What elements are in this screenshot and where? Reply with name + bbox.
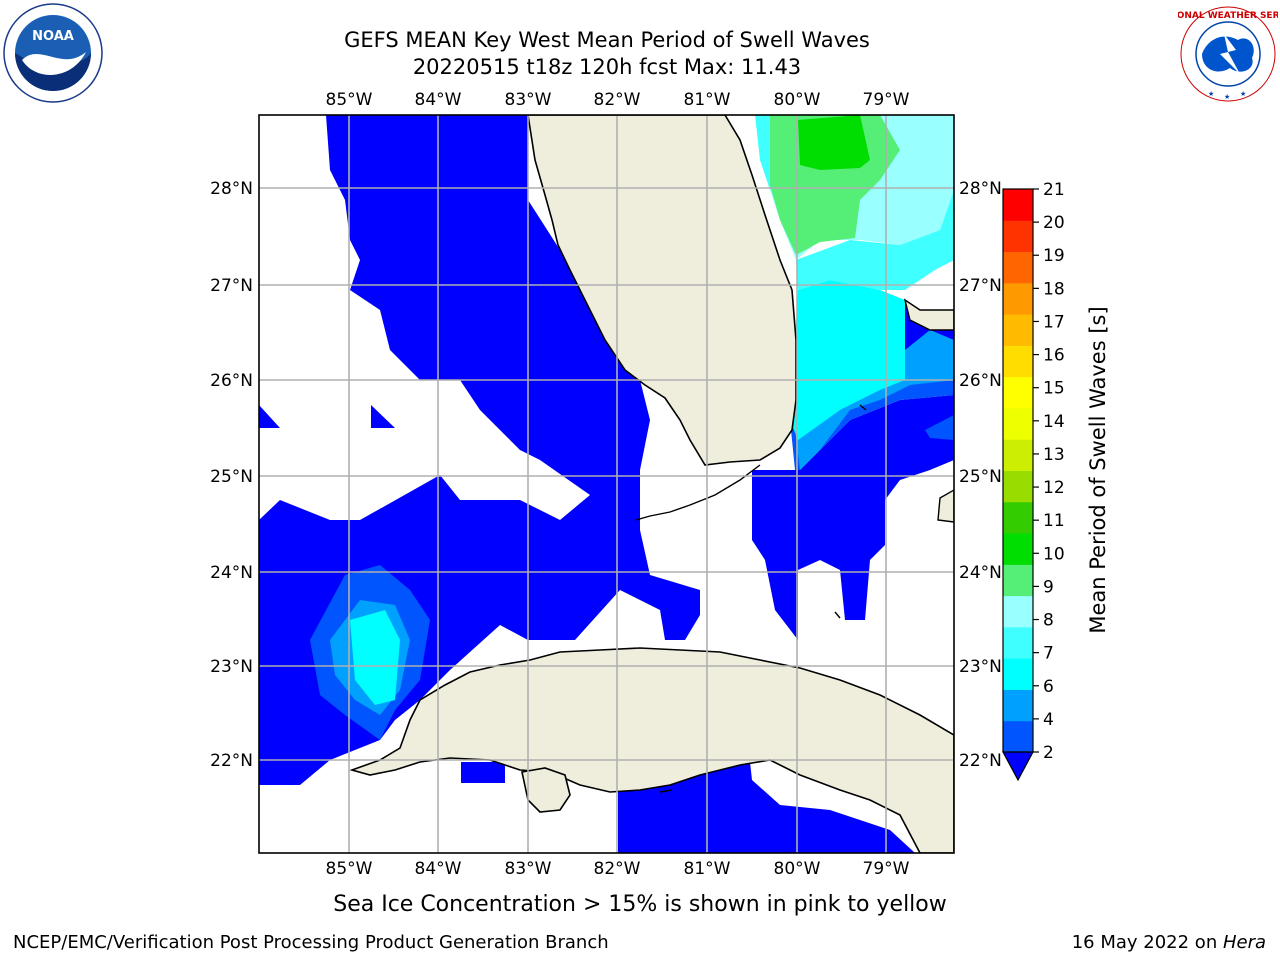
colorbar-tick-label: 4	[1043, 710, 1054, 730]
lat-label: 25°N	[210, 467, 253, 487]
colorbar-tick-label: 15	[1043, 379, 1065, 399]
colorbar-tick-label: 17	[1043, 312, 1065, 332]
map-frame	[258, 114, 955, 854]
colorbar-segment	[1003, 689, 1033, 722]
colorbar-segment	[1003, 407, 1033, 440]
colorbar-tick-label: 11	[1043, 511, 1065, 531]
lat-label: 28°N	[959, 179, 1002, 199]
lat-label: 22°N	[959, 751, 1002, 771]
lon-label: 84°W	[415, 859, 462, 879]
colorbar-tick-label: 13	[1043, 445, 1065, 465]
colorbar-label: Mean Period of Swell Waves [s]	[1086, 306, 1110, 633]
colorbar-segment	[1003, 439, 1033, 471]
colorbar-tick-label: 10	[1043, 544, 1065, 564]
lon-label: 79°W	[863, 90, 910, 110]
lat-labels-left: 28°N 27°N 26°N 25°N 24°N 23°N 22°N	[210, 179, 253, 771]
lat-labels-right: 28°N 27°N 26°N 25°N 24°N 23°N 22°N	[959, 179, 1002, 771]
colorbar-segment	[1003, 251, 1033, 284]
svg-text:★: ★	[1208, 90, 1214, 98]
lon-label: 82°W	[594, 859, 641, 879]
lat-label: 26°N	[210, 371, 253, 391]
lon-labels-top: 85°W 84°W 83°W 82°W 81°W 80°W 79°W	[326, 90, 910, 110]
nws-logo: NATIONAL WEATHER SERVICE ★ ★ ★	[1178, 6, 1278, 102]
colorbar-segment	[1003, 220, 1033, 253]
lon-label: 82°W	[594, 90, 641, 110]
colorbar-segment	[1003, 189, 1033, 221]
colorbar-tick-label: 20	[1043, 213, 1065, 233]
land-andros	[937, 489, 954, 523]
lon-label: 85°W	[326, 90, 373, 110]
colorbar-segment	[1003, 658, 1033, 690]
noaa-logo: NOAA	[3, 3, 103, 103]
colorbar-tick-label: 19	[1043, 246, 1065, 266]
swell-period-band-6-7	[350, 280, 905, 705]
colorbar-segment	[1003, 626, 1033, 659]
colorbar: 2 4 6 7 8 9 10 11 12 13 14 15 16 17 18 19 20 21	[1001, 180, 1065, 782]
map-canvas	[259, 115, 954, 853]
swell-period-band-10-11	[798, 115, 870, 170]
land-keys	[635, 464, 761, 521]
lat-label: 24°N	[959, 563, 1002, 583]
colorbar-segment	[1003, 501, 1033, 534]
colorbar-segment	[1003, 720, 1033, 753]
lon-label: 84°W	[415, 90, 462, 110]
colorbar-under-arrow	[1001, 751, 1035, 782]
colorbar-segment	[1003, 314, 1033, 346]
colorbar-segment	[1003, 376, 1033, 409]
lon-label: 81°W	[684, 859, 731, 879]
colorbar-tick-label: 14	[1043, 412, 1065, 432]
lon-label: 83°W	[505, 90, 552, 110]
land-isla-juventud	[521, 767, 571, 813]
colorbar-segment	[1003, 564, 1033, 597]
colorbar-tick-label: 6	[1043, 677, 1054, 697]
colorbar-segment	[1003, 595, 1033, 628]
footer-date-text: 16 May 2022 on	[1071, 932, 1223, 953]
sea-ice-note: Sea Ice Concentration > 15% is shown in …	[333, 892, 947, 917]
footer-date: 16 May 2022 on Hera	[1072, 932, 1266, 953]
lat-label: 23°N	[210, 657, 253, 677]
colorbar-tick-label: 18	[1043, 279, 1065, 299]
colorbar-tick-label: 12	[1043, 478, 1065, 498]
lat-label: 22°N	[210, 751, 253, 771]
colorbar-segment	[1003, 282, 1033, 315]
colorbar-tick-label: 21	[1043, 180, 1065, 200]
footer-branch: NCEP/EMC/Verification Post Processing Pr…	[13, 932, 609, 953]
lat-label: 24°N	[210, 563, 253, 583]
graticule	[259, 115, 954, 853]
footer-host: Hera	[1222, 932, 1266, 953]
map-subtitle: 20220515 t18z 120h fcst Max: 11.43	[412, 55, 802, 79]
map-title: GEFS MEAN Key West Mean Period of Swell …	[344, 28, 870, 52]
land-florida	[527, 115, 797, 466]
lat-label: 27°N	[210, 276, 253, 296]
lon-label: 80°W	[774, 90, 821, 110]
colorbar-segment	[1003, 533, 1033, 565]
lon-label: 83°W	[505, 859, 552, 879]
lat-label: 23°N	[959, 657, 1002, 677]
colorbar-segment	[1003, 345, 1033, 378]
nws-logo-text: NATIONAL WEATHER SERVICE	[1178, 11, 1278, 21]
colorbar-tick-label: 2	[1043, 743, 1054, 763]
lat-label: 27°N	[959, 276, 1002, 296]
lon-label: 81°W	[684, 90, 731, 110]
lon-label: 79°W	[863, 859, 910, 879]
land-bahamas	[903, 298, 954, 331]
lat-label: 25°N	[959, 467, 1002, 487]
lon-label: 80°W	[774, 859, 821, 879]
lat-label: 28°N	[210, 179, 253, 199]
svg-text:★: ★	[1224, 93, 1230, 101]
colorbar-tick-label: 9	[1043, 577, 1054, 597]
colorbar-tick-label: 16	[1043, 346, 1065, 366]
lon-labels-bottom: 85°W 84°W 83°W 82°W 81°W 80°W 79°W	[326, 859, 910, 879]
svg-text:★: ★	[1240, 90, 1246, 98]
noaa-logo-text: NOAA	[32, 29, 74, 44]
colorbar-segment	[1003, 470, 1033, 503]
lon-label: 85°W	[326, 859, 373, 879]
colorbar-frame	[1002, 188, 1034, 753]
lat-label: 26°N	[959, 371, 1002, 391]
colorbar-tick-label: 8	[1043, 611, 1054, 631]
colorbar-tick-label: 7	[1043, 644, 1054, 664]
